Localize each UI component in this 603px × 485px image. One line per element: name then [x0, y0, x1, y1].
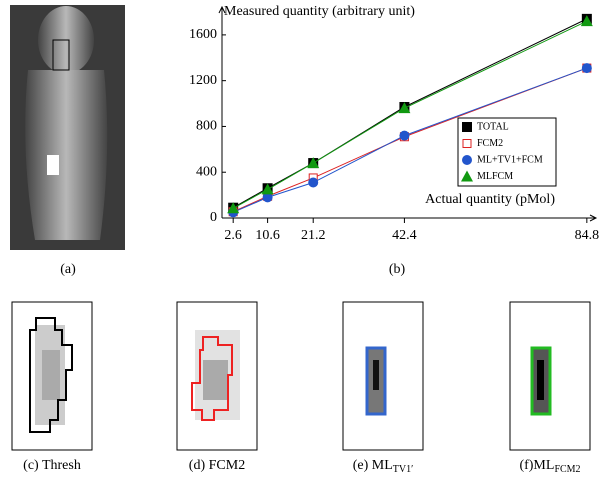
y-tick-label: 0	[210, 210, 217, 225]
x-tick-label: 2.6	[224, 228, 242, 243]
legend-label: TOTAL	[477, 121, 509, 132]
marker	[462, 122, 472, 132]
caption-text: (e) ML	[353, 458, 393, 473]
caption: (e) MLTV1′	[353, 458, 414, 475]
marker	[463, 140, 471, 148]
caption: (d) FCM2	[189, 458, 245, 473]
result-images	[12, 302, 590, 450]
caption-subscript: FCM2	[554, 464, 580, 475]
y-tick-label: 400	[196, 164, 217, 179]
x-tick-label: 10.6	[255, 228, 280, 243]
legend-label: MLFCM	[477, 171, 513, 182]
caption: (f)MLFCM2	[519, 458, 580, 475]
caption: (c) Thresh	[23, 458, 81, 473]
mouse-image	[10, 5, 125, 250]
figure: (a) (b) Measured quantity (arbitrary uni…	[0, 0, 603, 480]
marker	[582, 63, 592, 73]
caption-subscript: TV1′	[393, 464, 414, 475]
x-tick-label: 21.2	[301, 228, 326, 243]
caption-text: (c) Thresh	[23, 458, 81, 473]
legend-label: ML+TV1+FCM	[477, 154, 543, 165]
y-tick-label: 800	[196, 119, 217, 134]
x-tick-label: 42.4	[392, 228, 417, 243]
caption-text: (f)ML	[519, 458, 554, 473]
y-tick-label: 1200	[189, 73, 217, 88]
panel-label: (b)	[389, 262, 406, 277]
marker	[308, 178, 318, 188]
y-tick-label: 1600	[189, 27, 217, 42]
panel-label: (a)	[60, 262, 76, 277]
legend-label: FCM2	[477, 138, 503, 149]
x-axis-label: Actual quantity (pMol)	[425, 192, 555, 207]
caption-text: (d) FCM2	[189, 458, 245, 473]
marker	[399, 131, 409, 141]
marker	[462, 155, 472, 165]
y-axis-label: Measured quantity (arbitrary unit)	[224, 4, 415, 19]
x-tick-label: 84.8	[575, 228, 600, 243]
legend: TOTAL FCM2 ML+TV1+FCM MLFCM	[458, 118, 556, 186]
